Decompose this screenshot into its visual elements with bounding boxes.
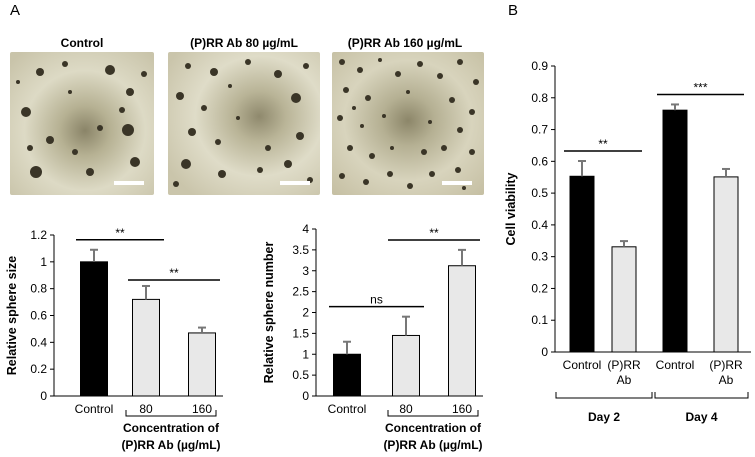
group-label: Day 2 — [588, 410, 620, 424]
bar — [188, 332, 216, 397]
y-tick-label: 1 — [302, 347, 309, 361]
micrograph-80-image — [168, 52, 320, 195]
panel-b-letter: B — [508, 2, 519, 19]
y-tick-label: 2 — [302, 306, 309, 320]
micrograph-80 — [168, 52, 320, 195]
bar — [713, 176, 739, 353]
micrograph-title-160: (P)RR Ab 160 µg/mL — [347, 36, 463, 50]
bar — [448, 265, 476, 397]
y-tick-label: 1.2 — [30, 228, 47, 242]
y-tick-label: 2.5 — [292, 285, 309, 299]
y-tick-label: 0.5 — [531, 186, 548, 200]
y-tick-label: 0.6 — [531, 154, 548, 168]
y-tick-label: 0.8 — [531, 91, 548, 105]
group-label: Concentration of — [123, 421, 220, 435]
significance-label: ** — [598, 137, 608, 151]
significance-label: ** — [429, 226, 439, 240]
group-bracket — [125, 410, 217, 417]
y-tick-label: 0.4 — [531, 218, 548, 232]
x-tick-label: (P)RR — [709, 358, 743, 372]
x-tick-label: Control — [563, 358, 602, 372]
y-tick-label: 0 — [302, 389, 309, 403]
bar — [80, 261, 108, 397]
bar — [392, 334, 420, 397]
x-tick-label: 160 — [452, 402, 472, 416]
x-tick-label: Ab — [719, 373, 734, 387]
panel-a-letter: A — [10, 2, 21, 19]
x-tick-label: 160 — [192, 402, 212, 416]
y-tick-label: 1.5 — [292, 326, 309, 340]
y-tick-label: 3 — [302, 264, 309, 278]
y-tick-label: 0.7 — [531, 123, 548, 137]
x-tick-label: Control — [656, 358, 695, 372]
y-tick-label: 1 — [40, 255, 47, 269]
x-tick-label: (P)RR — [607, 358, 641, 372]
group-bracket — [654, 392, 749, 399]
y-tick-label: 0 — [541, 345, 548, 359]
group-label: (P)RR Ab (µg/mL) — [121, 438, 220, 452]
bar — [611, 246, 637, 353]
significance-label: ** — [169, 266, 179, 280]
y-axis-label: Relative sphere number — [262, 242, 276, 384]
bar — [333, 353, 361, 397]
bar — [662, 109, 688, 353]
micrograph-160-image — [332, 52, 484, 195]
significance-label: *** — [693, 80, 707, 94]
y-tick-label: 4 — [302, 222, 309, 236]
y-tick-label: 0.3 — [531, 250, 548, 264]
x-tick-label: Ab — [617, 373, 632, 387]
micrograph-title-80: (P)RR Ab 80 µg/mL — [190, 36, 298, 50]
y-axis-label: Relative sphere size — [5, 256, 19, 376]
x-tick-label: Control — [328, 402, 367, 416]
x-tick-label: 80 — [139, 402, 153, 416]
micrograph-title-control: Control — [60, 36, 104, 50]
group-label: (P)RR Ab (µg/mL) — [383, 438, 482, 452]
group-label: Day 4 — [685, 410, 717, 424]
bar — [569, 175, 595, 353]
y-tick-label: 0 — [40, 389, 47, 403]
y-tick-label: 0.4 — [30, 335, 47, 349]
significance-label: ** — [115, 226, 125, 240]
y-tick-label: 0.5 — [292, 368, 309, 382]
y-tick-label: 0.8 — [30, 282, 47, 296]
group-label: Concentration of — [385, 421, 482, 435]
y-tick-label: 0.6 — [30, 309, 47, 323]
bar — [132, 298, 160, 397]
group-bracket — [387, 410, 479, 417]
y-tick-label: 3.5 — [292, 243, 309, 257]
y-axis-label: Cell viability — [504, 172, 518, 245]
y-tick-label: 0.1 — [531, 313, 548, 327]
significance-label: ns — [370, 293, 383, 307]
group-bracket — [555, 392, 653, 399]
x-tick-label: 80 — [399, 402, 413, 416]
micrograph-control — [10, 52, 154, 195]
y-tick-label: 0.2 — [531, 281, 548, 295]
y-tick-label: 0.9 — [531, 59, 548, 73]
micrograph-160 — [332, 52, 484, 195]
y-tick-label: 0.2 — [30, 362, 47, 376]
x-tick-label: Control — [75, 402, 114, 416]
micrograph-control-image — [10, 52, 154, 195]
